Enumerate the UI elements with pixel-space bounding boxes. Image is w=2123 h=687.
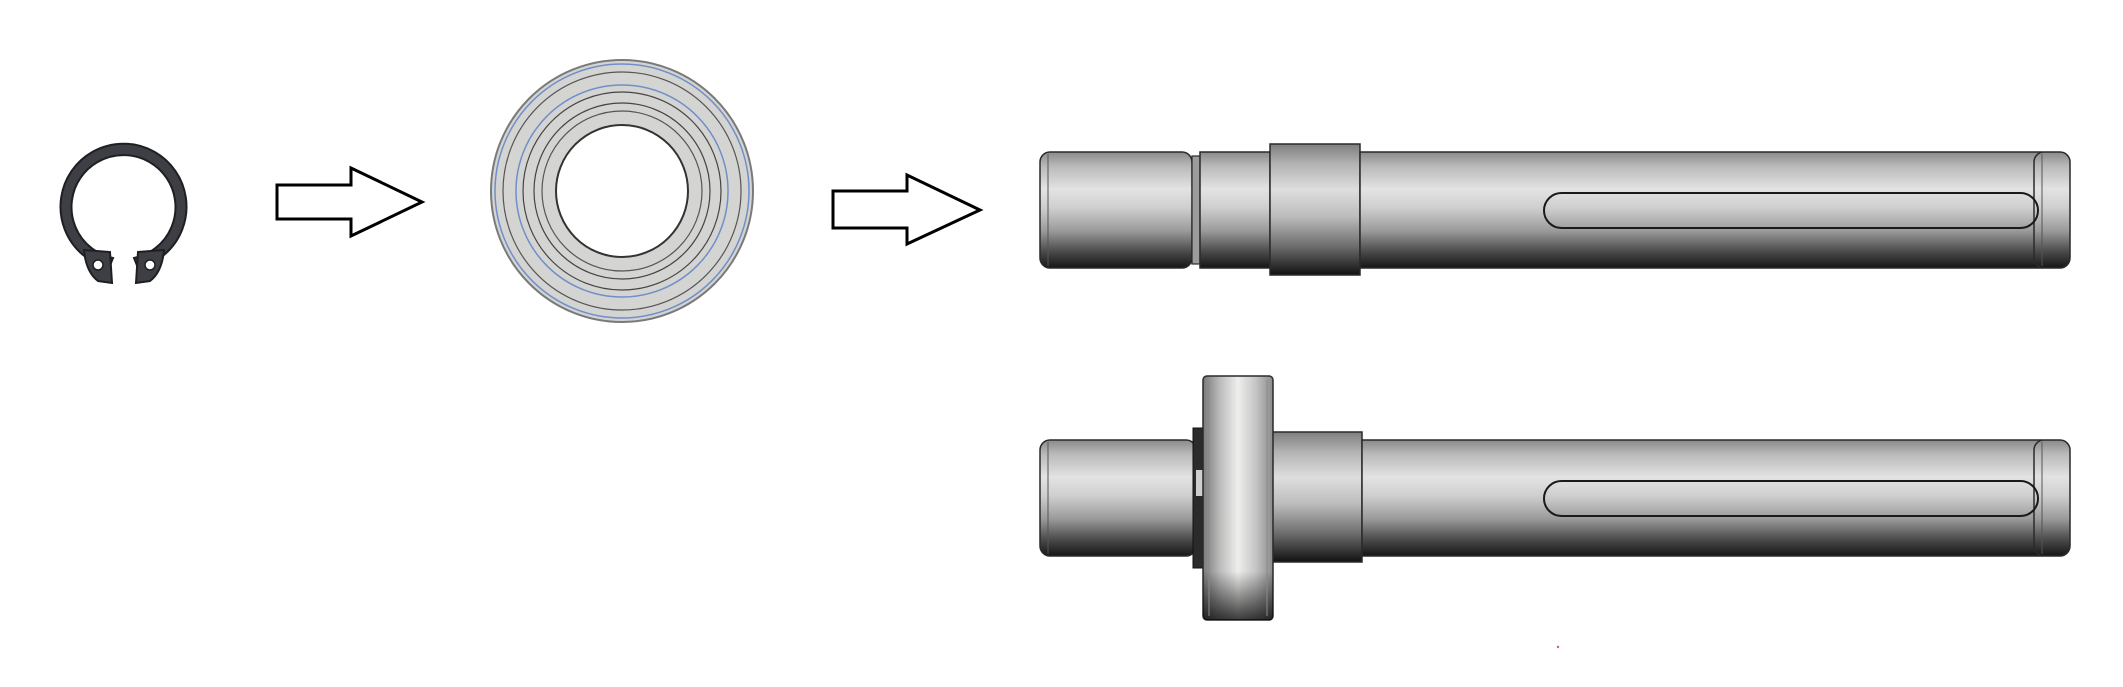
stray-mark [1556, 645, 1560, 649]
right-arrow-icon [831, 172, 984, 247]
shaft-with-bearing-icon [1039, 375, 2071, 621]
circlip-icon [59, 142, 188, 285]
bearing-icon [490, 59, 754, 323]
right-arrow-icon [275, 165, 426, 239]
shaft-icon [1039, 143, 2071, 276]
